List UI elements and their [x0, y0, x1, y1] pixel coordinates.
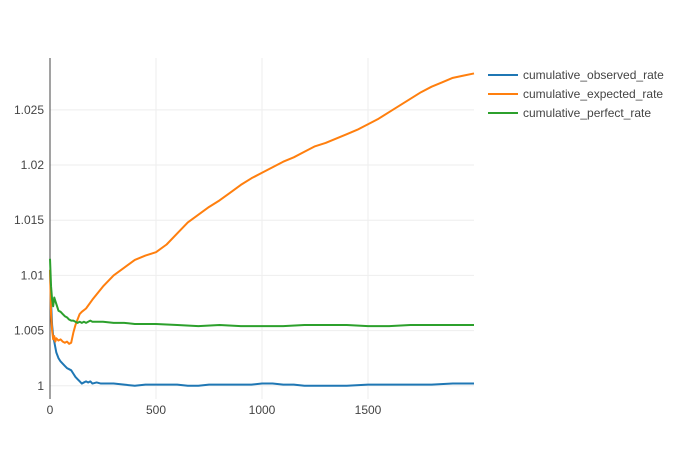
- legend[interactable]: cumulative_observed_rate cumulative_expec…: [488, 68, 664, 120]
- legend-item-cumulative-perfect-rate[interactable]: cumulative_perfect_rate: [488, 106, 651, 120]
- y-tick-label: 1: [37, 379, 44, 393]
- legend-item-cumulative-observed-rate[interactable]: cumulative_observed_rate: [488, 68, 664, 82]
- x-tick-label: 1000: [249, 403, 276, 417]
- legend-label: cumulative_expected_rate: [523, 87, 663, 101]
- y-axis-tick-labels: 1 1.005 1.01 1.015 1.02 1.025: [14, 103, 44, 393]
- y-tick-label: 1.02: [21, 158, 45, 172]
- plot-area: [49, 72, 475, 387]
- y-tick-label: 1.01: [21, 268, 45, 282]
- legend-label: cumulative_observed_rate: [523, 68, 664, 82]
- legend-item-cumulative-expected-rate[interactable]: cumulative_expected_rate: [488, 87, 663, 101]
- series-line-cumulative-expected-rate[interactable]: [49, 72, 475, 345]
- legend-label: cumulative_perfect_rate: [523, 106, 651, 120]
- y-tick-label: 1.015: [14, 213, 44, 227]
- y-tick-label: 1.005: [14, 324, 44, 338]
- x-tick-label: 500: [146, 403, 166, 417]
- y-tick-label: 1.025: [14, 103, 44, 117]
- series-line-cumulative-perfect-rate[interactable]: [49, 258, 474, 328]
- grid-lines: [50, 58, 474, 399]
- x-tick-label: 0: [47, 403, 54, 417]
- x-tick-label: 1500: [355, 403, 382, 417]
- x-axis-tick-labels: 0 500 1000 1500: [47, 403, 382, 417]
- series-line-cumulative-observed-rate[interactable]: [49, 269, 474, 387]
